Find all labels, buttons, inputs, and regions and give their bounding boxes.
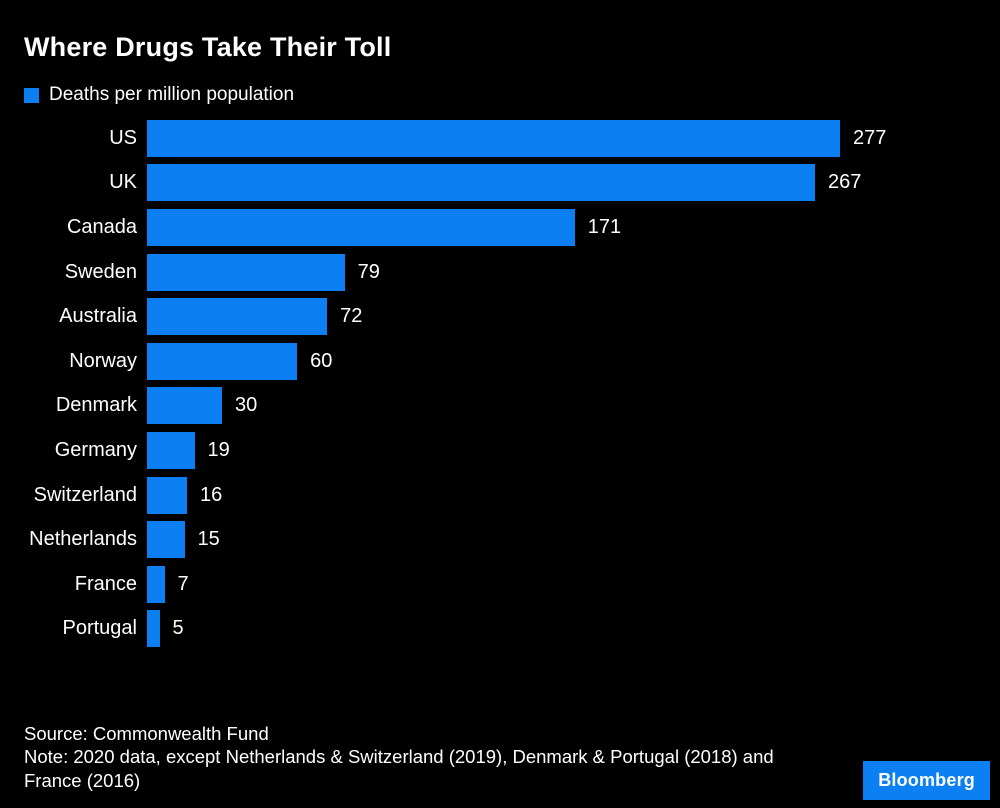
bar-row: Norway 60 xyxy=(0,339,1000,384)
bar xyxy=(147,208,575,246)
bar-track: 16 xyxy=(147,473,1000,518)
category-label: Netherlands xyxy=(29,528,137,551)
bar-row: Germany 19 xyxy=(0,428,1000,473)
legend: Deaths per million population xyxy=(24,84,294,106)
value-label: 15 xyxy=(197,528,220,551)
bar xyxy=(147,342,298,380)
category-label: Portugal xyxy=(62,617,138,640)
value-label: 30 xyxy=(235,394,258,417)
bar-track: 267 xyxy=(147,161,1000,206)
bar-row: Sweden 79 xyxy=(0,250,1000,295)
bar-track: 72 xyxy=(147,294,1000,339)
bar xyxy=(147,253,345,291)
bar-track: 30 xyxy=(147,384,1000,429)
category-label: Australia xyxy=(59,305,137,328)
bar-row: Netherlands 15 xyxy=(0,517,1000,562)
chart-title: Where Drugs Take Their Toll xyxy=(24,32,392,62)
category-label: France xyxy=(74,572,137,595)
bar-row: US 277 xyxy=(0,116,1000,161)
bar-row: Denmark 30 xyxy=(0,384,1000,429)
bar xyxy=(147,521,185,559)
bar-row: Switzerland 16 xyxy=(0,473,1000,518)
legend-swatch-icon xyxy=(24,87,39,103)
category-label: US xyxy=(109,126,137,149)
value-label: 79 xyxy=(357,260,380,283)
value-label: 7 xyxy=(177,572,189,595)
bar-row: UK 267 xyxy=(0,161,1000,206)
bar-track: 60 xyxy=(147,339,1000,384)
bar-row: Portugal 5 xyxy=(0,607,1000,652)
bar xyxy=(147,431,195,469)
category-label: Germany xyxy=(54,438,137,461)
value-label: 171 xyxy=(587,215,622,238)
bar xyxy=(147,610,160,648)
bar-chart: US 277 UK 267 Canada 171 Sweden 79 Australia 72 No… xyxy=(0,116,1000,651)
value-label: 72 xyxy=(340,305,363,328)
bar-track: 171 xyxy=(147,205,1000,250)
bar xyxy=(147,164,815,202)
bar-row: France 7 xyxy=(0,562,1000,607)
bar-track: 277 xyxy=(147,116,1000,161)
bar-track: 15 xyxy=(147,517,1000,562)
bar-row: Canada 171 xyxy=(0,205,1000,250)
category-label: Switzerland xyxy=(33,483,137,506)
bloomberg-logo: Bloomberg xyxy=(863,761,990,800)
value-label: 19 xyxy=(207,438,230,461)
source-text: Source: Commonwealth Fund xyxy=(24,723,269,744)
value-label: 5 xyxy=(172,617,184,640)
bar xyxy=(147,476,188,514)
value-label: 16 xyxy=(200,483,223,506)
value-label: 267 xyxy=(827,171,862,194)
category-label: UK xyxy=(109,171,137,194)
bar-track: 5 xyxy=(147,607,1000,652)
bar xyxy=(147,565,165,603)
category-label: Norway xyxy=(69,349,137,372)
bar-row: Australia 72 xyxy=(0,294,1000,339)
bar xyxy=(147,298,328,336)
bar-track: 79 xyxy=(147,250,1000,295)
bar-rows: US 277 UK 267 Canada 171 Sweden 79 Australia 72 No… xyxy=(0,116,1000,651)
note-text: Note: 2020 data, except Netherlands & Sw… xyxy=(24,746,774,791)
category-label: Canada xyxy=(66,215,137,238)
bar xyxy=(147,119,840,157)
bar-track: 19 xyxy=(147,428,1000,473)
bar xyxy=(147,387,223,425)
bar-track: 7 xyxy=(147,562,1000,607)
footer: Source: Commonwealth Fund Note: 2020 dat… xyxy=(24,722,814,792)
category-label: Sweden xyxy=(64,260,137,283)
value-label: 277 xyxy=(853,126,887,149)
value-label: 60 xyxy=(310,349,333,372)
category-label: Denmark xyxy=(55,394,137,417)
legend-label: Deaths per million population xyxy=(49,84,295,105)
